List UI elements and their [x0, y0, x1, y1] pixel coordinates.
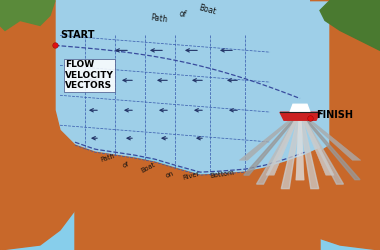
Text: on: on	[165, 170, 175, 179]
Polygon shape	[266, 117, 298, 175]
Text: Path: Path	[100, 153, 116, 163]
Polygon shape	[0, 0, 80, 250]
Polygon shape	[239, 117, 295, 160]
Polygon shape	[299, 112, 360, 180]
Polygon shape	[296, 117, 304, 180]
Polygon shape	[320, 0, 380, 50]
Polygon shape	[305, 117, 361, 160]
Text: Boat: Boat	[140, 162, 157, 174]
Polygon shape	[281, 112, 301, 188]
Polygon shape	[295, 0, 380, 250]
Text: Boat: Boat	[198, 3, 217, 16]
Polygon shape	[280, 112, 320, 120]
Polygon shape	[75, 145, 320, 250]
Text: Path: Path	[150, 13, 168, 24]
Text: River: River	[182, 171, 200, 181]
Polygon shape	[256, 112, 301, 184]
Text: of: of	[178, 9, 187, 20]
Text: FLOW
VELOCITY
VECTORS: FLOW VELOCITY VECTORS	[65, 60, 114, 90]
Text: Bottom: Bottom	[210, 170, 235, 179]
Text: START: START	[60, 30, 95, 40]
Polygon shape	[302, 117, 334, 175]
Polygon shape	[290, 104, 310, 112]
Polygon shape	[0, 0, 55, 30]
Polygon shape	[299, 112, 344, 184]
Polygon shape	[55, 0, 330, 175]
Text: FINISH: FINISH	[316, 110, 353, 120]
Text: of: of	[122, 161, 130, 169]
Polygon shape	[299, 112, 319, 188]
Polygon shape	[244, 112, 301, 175]
